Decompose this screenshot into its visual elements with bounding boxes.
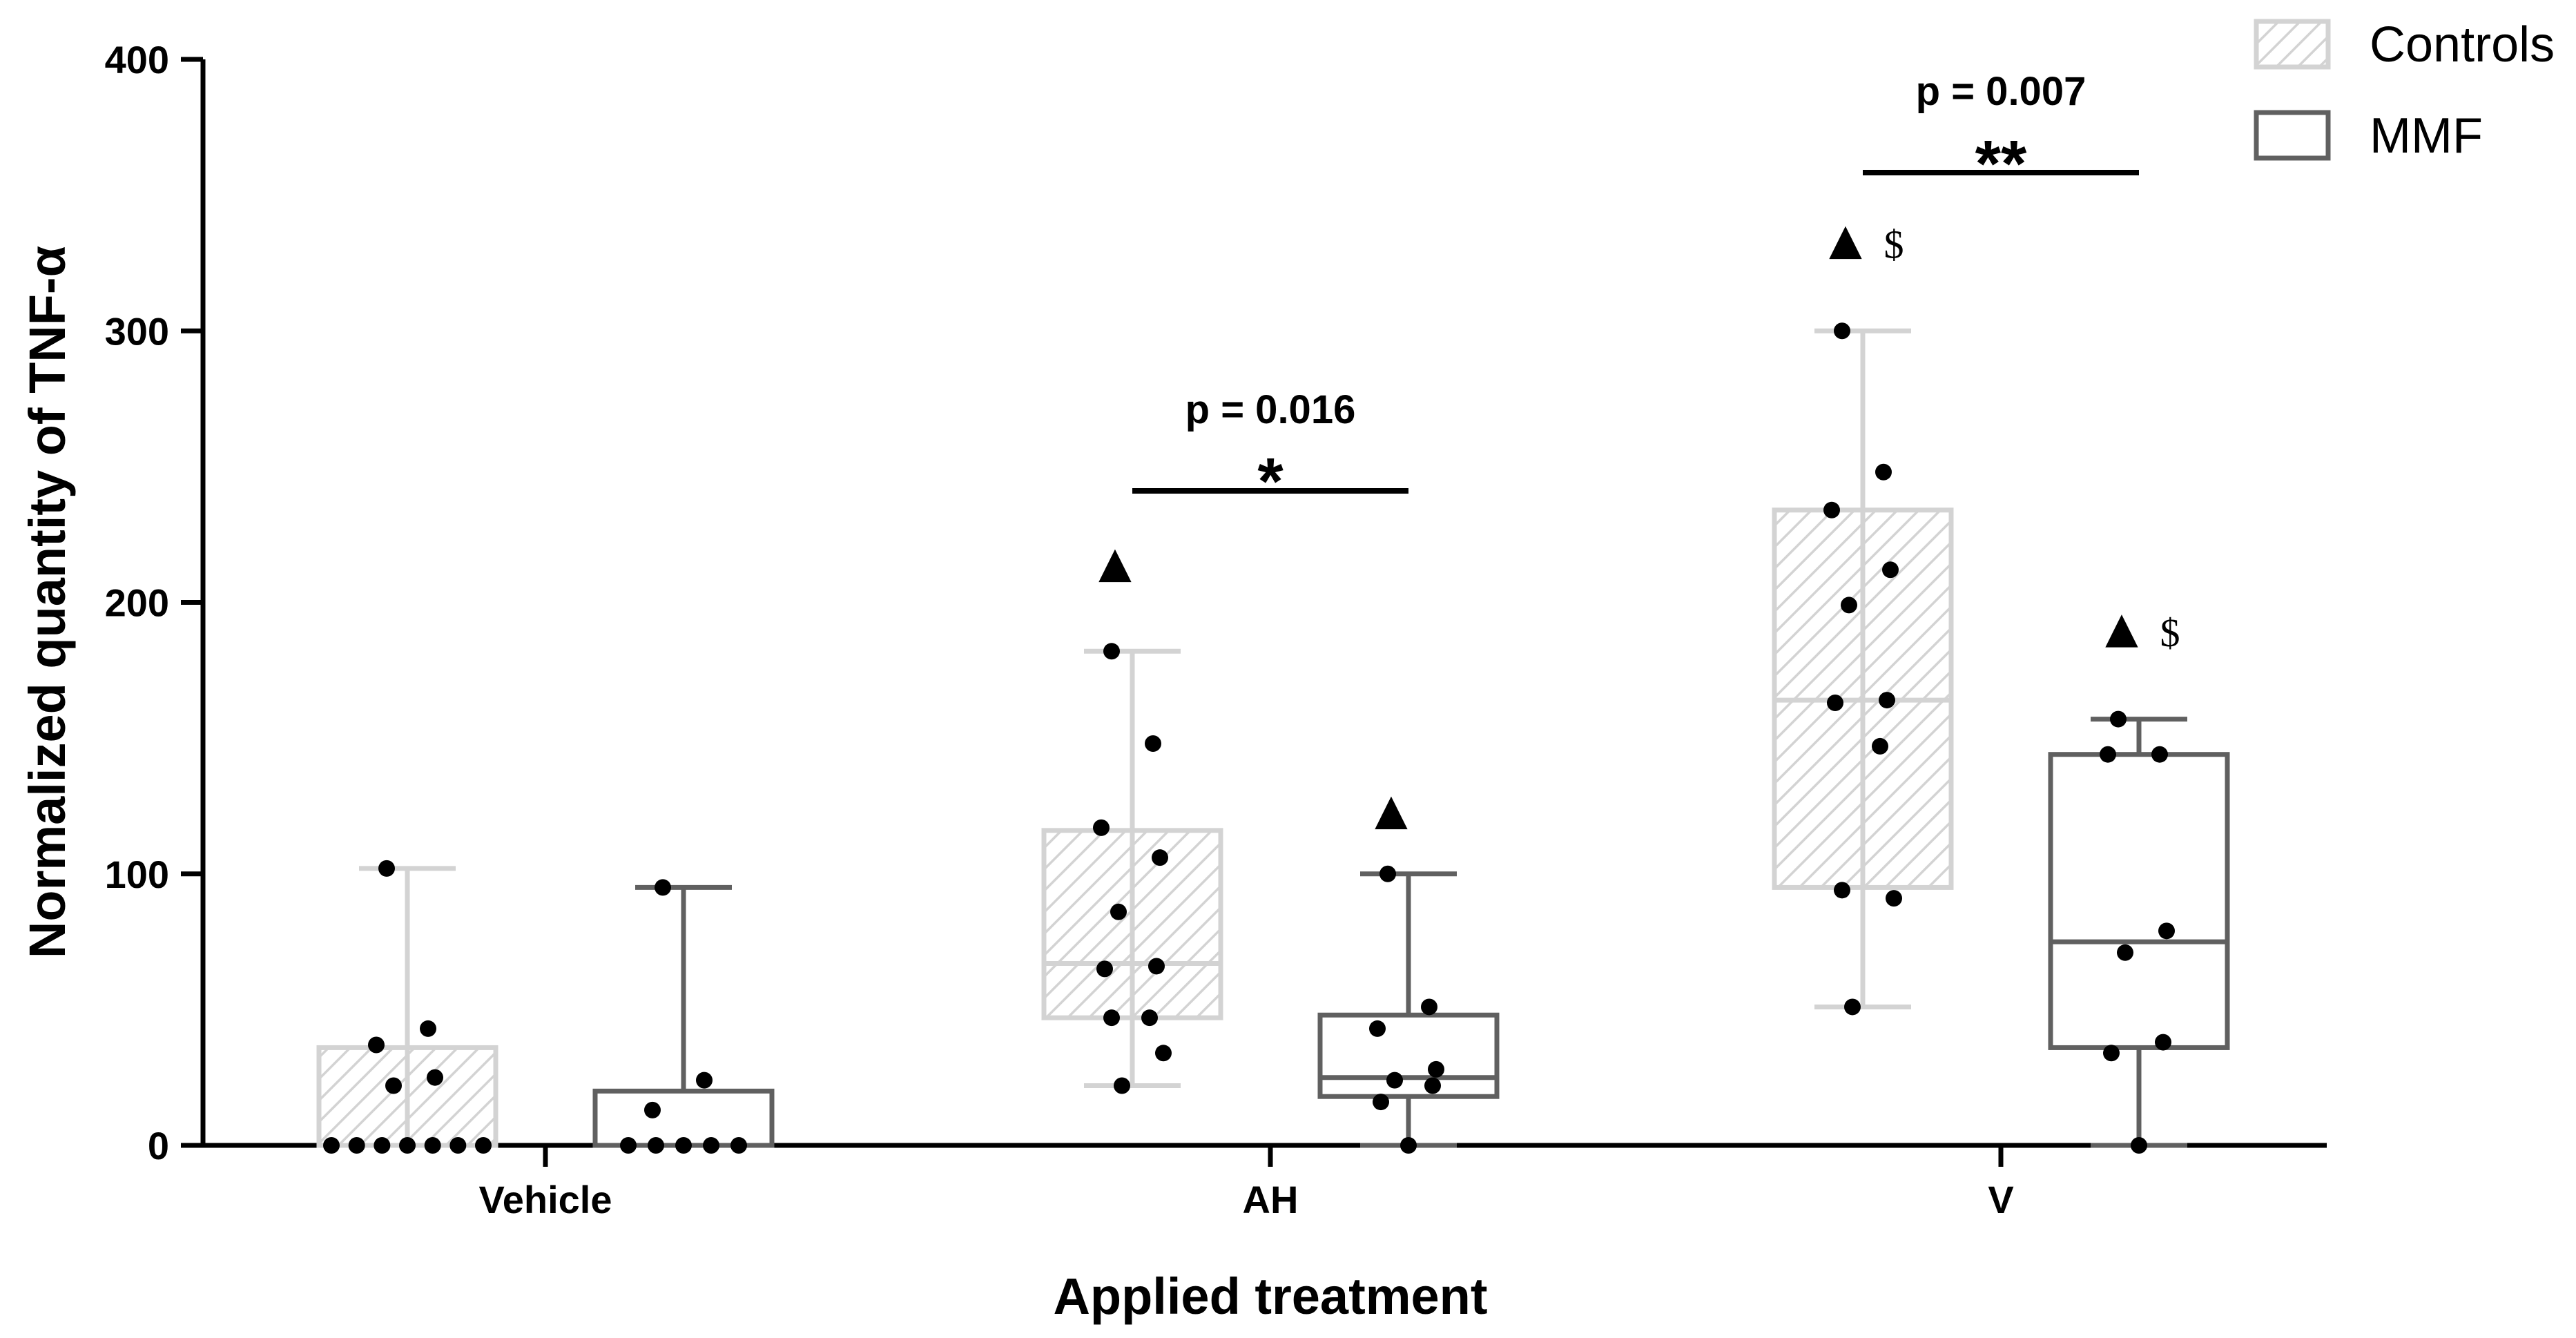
x-category-labels: Vehicle AH V: [478, 1145, 2014, 1221]
data-point-controls-ah: [1103, 1009, 1120, 1027]
data-point-mmf-ah: [1400, 1137, 1417, 1154]
data-point-mmf-ah: [1428, 1060, 1444, 1078]
data-point-mmf-ah: [1379, 865, 1396, 882]
data-point-mmf-v: [2100, 746, 2116, 763]
data-point-controls-vehicle: [368, 1036, 385, 1054]
data-point-controls-ah: [1148, 958, 1165, 975]
data-point-controls-v: [1875, 463, 1892, 481]
data-point-mmf-ah: [1421, 998, 1437, 1016]
data-point-controls-v: [1879, 692, 1895, 709]
box-controls-ah: [1041, 828, 1223, 1020]
data-point-mmf-vehicle: [648, 1137, 664, 1154]
data-point-mmf-v: [2103, 1045, 2120, 1062]
data-point-mmf-v: [2131, 1137, 2147, 1154]
data-point-controls-vehicle: [399, 1137, 416, 1154]
triangle-marker-controls-ah: ▲: [1098, 537, 1132, 588]
y-tick-label-400: 400: [105, 38, 169, 81]
data-point-controls-vehicle: [323, 1137, 340, 1154]
data-point-mmf-vehicle: [620, 1137, 637, 1154]
y-tick-label-0: 0: [148, 1124, 169, 1167]
data-point-controls-v: [1882, 561, 1899, 579]
significance-stars-ah: *: [1257, 445, 1284, 518]
x-category-label-ah: AH: [1243, 1178, 1299, 1221]
dollar-marker-mmf-v: $: [2160, 610, 2180, 655]
y-tick-label-300: 300: [105, 309, 169, 353]
data-point-controls-vehicle: [385, 1077, 402, 1094]
data-point-controls-v: [1827, 695, 1843, 712]
data-point-controls-v: [1834, 322, 1850, 340]
p-value-label-v: p = 0.007: [1916, 69, 2086, 114]
data-point-mmf-ah: [1373, 1094, 1389, 1111]
x-category-label-vehicle: Vehicle: [478, 1178, 612, 1221]
data-point-controls-ah: [1145, 735, 1161, 752]
data-point-mmf-vehicle: [730, 1137, 747, 1154]
data-point-mmf-v: [2110, 710, 2127, 728]
data-point-mmf-vehicle: [655, 879, 671, 896]
y-tick-label-200: 200: [105, 581, 169, 625]
box-mmf-vehicle: [592, 1088, 775, 1148]
data-point-controls-vehicle: [348, 1137, 365, 1154]
data-point-controls-v: [1834, 882, 1850, 899]
x-axis-title: Applied treatment: [1053, 1268, 1487, 1325]
data-point-mmf-vehicle: [675, 1137, 692, 1154]
y-tick-label-100: 100: [105, 853, 169, 896]
data-point-controls-vehicle: [427, 1069, 443, 1086]
legend-label-controls: Controls: [2370, 17, 2555, 72]
data-point-mmf-vehicle: [696, 1072, 713, 1089]
significance-stars-v: **: [1975, 127, 2027, 201]
data-point-controls-vehicle: [374, 1137, 391, 1154]
data-point-controls-ah: [1110, 903, 1127, 920]
data-point-controls-vehicle: [449, 1137, 467, 1154]
legend-swatch-mmf: [2254, 110, 2331, 161]
data-point-mmf-vehicle: [644, 1101, 661, 1118]
data-point-controls-v: [1844, 998, 1861, 1016]
data-point-controls-ah: [1152, 849, 1168, 866]
box-controls-vehicle: [316, 1045, 498, 1148]
data-point-controls-v: [1823, 501, 1840, 518]
data-point-controls-vehicle: [475, 1137, 492, 1154]
legend-swatch-controls: [2254, 19, 2331, 70]
box-mmf-v: [2048, 752, 2230, 1050]
data-point-controls-ah: [1103, 643, 1120, 660]
data-point-controls-v: [1841, 597, 1857, 614]
data-point-mmf-v: [2158, 922, 2175, 940]
data-point-mmf-v: [2151, 746, 2168, 763]
box-groups: [316, 328, 2230, 1148]
triangle-marker-mmf-ah: ▲: [1375, 784, 1408, 834]
data-point-mmf-v: [2117, 944, 2133, 961]
x-category-label-v: V: [1988, 1178, 2013, 1221]
data-point-controls-v: [1886, 890, 1902, 907]
legend-label-mmf: MMF: [2370, 108, 2483, 164]
data-point-controls-vehicle: [378, 860, 395, 877]
y-axis-title: Normalized quantity of TNF-α: [19, 246, 76, 958]
legend: Controls MMF: [2254, 17, 2555, 164]
data-point-mmf-ah: [1369, 1020, 1386, 1037]
data-point-controls-v: [1872, 737, 1888, 755]
p-value-label-ah: p = 0.016: [1185, 387, 1356, 432]
data-point-controls-vehicle: [424, 1137, 441, 1154]
annotations: p = 0.016 * p = 0.007 ** ▲ ▲ ▲ $ ▲ $: [1098, 69, 2180, 834]
data-points: [323, 322, 2175, 1154]
data-point-controls-ah: [1096, 960, 1113, 978]
data-point-controls-ah: [1155, 1045, 1172, 1062]
y-ticks: 0 100 200 300 400: [105, 38, 203, 1167]
data-point-mmf-ah: [1386, 1072, 1403, 1089]
data-point-controls-ah: [1114, 1077, 1130, 1094]
triangle-marker-controls-v: ▲: [1829, 214, 1862, 264]
data-point-mmf-vehicle: [703, 1137, 719, 1154]
triangle-marker-mmf-v: ▲: [2105, 602, 2138, 652]
box-mmf-ah: [1317, 1012, 1500, 1099]
dollar-marker-controls-v: $: [1884, 222, 1904, 267]
data-point-mmf-ah: [1424, 1077, 1441, 1094]
data-point-controls-vehicle: [420, 1020, 436, 1037]
data-point-mmf-v: [2155, 1034, 2171, 1051]
data-point-controls-ah: [1093, 819, 1110, 836]
data-point-controls-ah: [1141, 1009, 1158, 1027]
